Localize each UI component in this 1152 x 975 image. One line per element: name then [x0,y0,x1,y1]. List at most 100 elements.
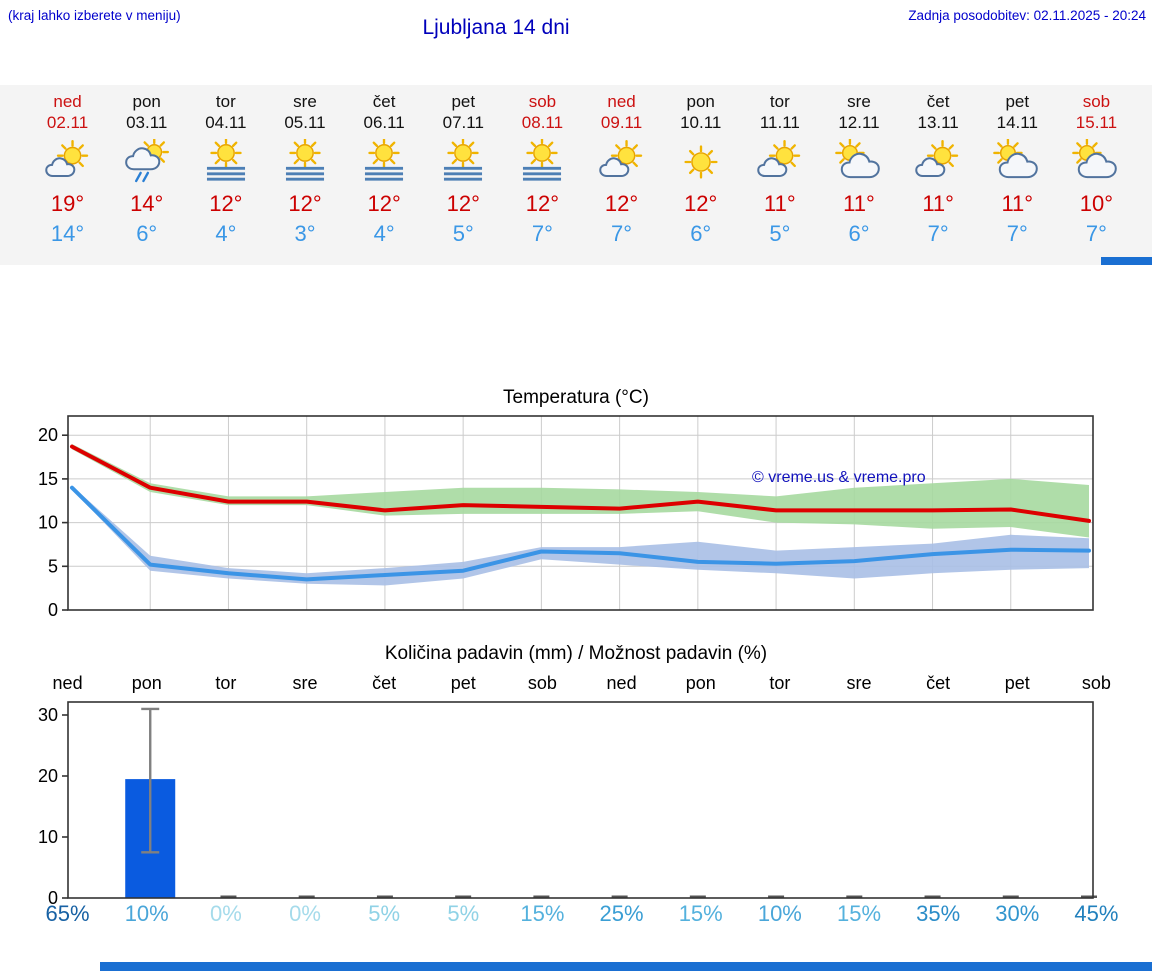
day-low-temp: 5° [769,220,791,246]
precip-probability: 15% [520,901,565,926]
precip-day-label: čet [372,673,397,693]
day-high-temp: 11° [764,190,796,216]
precip-probability: 0% [289,901,321,926]
precip-probability: 5% [368,901,401,926]
forecast-day-04.11[interactable]: tor 04.11 12° 4° [186,91,265,265]
temperature-plot: 0 5 10 15 20 [38,415,1094,620]
day-low-temp: 7° [611,220,633,246]
strip-accent-bar [1101,257,1152,265]
precip-probability: 10% [124,901,169,926]
day-date: 12.11 [838,113,880,133]
day-date: 05.11 [284,113,326,133]
precip-day-label: tor [215,673,237,693]
forecast-day-14.11[interactable]: pet 14.11 11° 7° [978,91,1057,265]
precipitation-day-labels: ned pon tor sre čet pet sob ned pon tor sre čet pet s… [0,673,1152,694]
day-high-temp: 12° [684,190,718,216]
day-low-temp: 14° [50,220,85,246]
day-name: sob [1082,92,1111,111]
menu-hint: (kraj lahko izberete v meniju) [8,8,181,23]
forecast-day-02.11[interactable]: ned 02.11 19° 14° [28,91,107,265]
day-high-temp: 12° [525,190,560,216]
day-high-temp: 11° [922,190,954,216]
precipitation-chart: 0 10 20 30 [0,698,1152,909]
forecast-day-11.11[interactable]: tor 11.11 11° 5° [740,91,819,265]
day-low-temp: 6° [848,220,870,246]
day-high-temp: 12° [604,190,639,216]
last-update: Zadnja posodobitev: 02.11.2025 - 20:24 [908,8,1146,23]
watermark-link[interactable]: © vreme.us & vreme.pro [752,469,926,486]
forecast-day-13.11[interactable]: čet 13.11 11° 7° [899,91,978,265]
precip-day-label: sob [1081,673,1111,693]
day-high-temp: 12° [367,190,401,216]
day-date: 15.11 [1075,113,1118,133]
sunny-icon [661,139,740,189]
day-date: 10.11 [680,113,722,133]
day-date: 06.11 [363,113,405,133]
day-low-temp: 6° [690,220,712,246]
svg-text:20: 20 [38,766,58,786]
svg-text:30: 30 [38,705,58,725]
page-title: Ljubljana 14 dni [422,16,570,39]
day-date: 13.11 [917,113,959,133]
precip-probability: 0% [209,901,242,926]
day-name: pon [132,92,161,111]
day-date: 03.11 [126,113,168,133]
precip-probability: 5% [447,901,480,926]
day-high-temp: 12° [209,190,243,216]
day-name: čet [926,92,950,111]
day-date: 02.11 [46,113,89,133]
day-low-temp: 7° [1006,220,1028,246]
precip-probability: 15% [836,901,882,926]
precipitation-plot: 0 10 20 30 [38,701,1097,908]
day-name: sre [847,92,871,111]
day-low-temp: 7° [1085,220,1107,246]
day-name: sre [293,92,317,111]
precip-day-label: ned [52,673,83,693]
precip-probability: 25% [599,901,644,926]
fog-icon [265,136,344,189]
day-date: 08.11 [521,113,564,133]
forecast-day-10.11[interactable]: pon 10.11 12° 6° [661,91,740,265]
forecast-day-12.11[interactable]: sre 12.11 11° 6° [819,91,898,265]
svg-text:5: 5 [48,556,58,576]
day-high-temp: 19° [50,190,85,216]
partly-sunny-icon [899,139,978,189]
day-name: ned [607,92,636,111]
svg-text:10: 10 [38,513,58,533]
day-date: 14.11 [996,113,1038,133]
precip-probability: 10% [757,901,802,926]
precip-day-label: čet [926,673,951,693]
partly-sunny-icon [582,139,661,189]
day-name: tor [215,92,236,111]
precip-day-label: tor [769,673,791,693]
temperature-chart: 0 5 10 15 20 [0,410,1152,625]
day-high-temp: 11° [1001,190,1034,216]
day-low-temp: 4° [215,220,237,246]
day-name: tor [769,92,790,111]
day-high-temp: 12° [446,190,480,216]
forecast-day-09.11[interactable]: ned 09.11 12° 7° [582,91,661,265]
day-date: 11.11 [759,113,800,133]
day-high-temp: 10° [1079,190,1114,216]
shower-icon [107,136,186,189]
forecast-day-05.11[interactable]: sre 05.11 12° 3° [265,91,344,265]
mostly-cloudy-icon [978,137,1057,189]
day-date: 04.11 [205,113,247,133]
forecast-day-06.11[interactable]: čet 06.11 12° 4° [345,91,424,265]
day-low-temp: 7° [927,220,949,246]
forecast-day-15.11[interactable]: sob 15.11 10° 7° [1057,91,1136,265]
forecast-day-03.11[interactable]: pon 03.11 14° 6° [107,91,186,265]
precip-probability: 65% [45,901,90,926]
partly-sunny-icon [28,139,107,189]
svg-text:0: 0 [48,888,58,904]
day-high-temp: 14° [130,190,164,216]
precip-probability: 35% [916,901,961,926]
precip-day-label: sob [527,673,557,693]
precip-probability: 15% [678,901,723,926]
forecast-day-08.11[interactable]: sob 08.11 12° 7° [503,91,582,265]
day-low-temp: 5° [452,220,474,246]
fog-icon [186,136,265,189]
forecast-day-07.11[interactable]: pet 07.11 12° 5° [424,91,503,265]
day-high-temp: 11° [843,190,875,216]
bottom-accent-bar [100,962,1152,971]
